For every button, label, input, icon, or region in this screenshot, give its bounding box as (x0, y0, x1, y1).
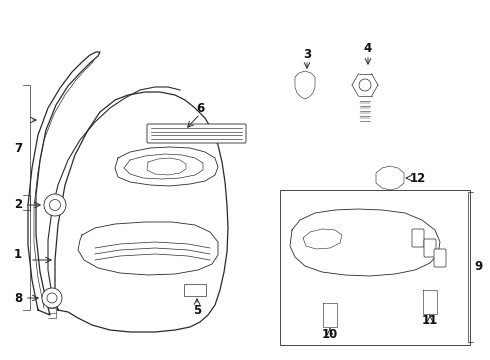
Circle shape (49, 199, 60, 211)
Bar (280, 190, 470, 345)
Bar (184, 284, 206, 296)
Text: 9: 9 (474, 261, 482, 274)
Text: 8: 8 (14, 292, 22, 305)
Text: 1: 1 (14, 248, 22, 261)
Text: 12: 12 (410, 171, 426, 184)
Text: 4: 4 (364, 41, 372, 54)
Circle shape (44, 194, 66, 216)
Text: 2: 2 (14, 198, 22, 211)
FancyBboxPatch shape (434, 249, 446, 267)
Polygon shape (295, 71, 315, 99)
Text: 6: 6 (196, 102, 204, 114)
Text: 7: 7 (14, 141, 22, 154)
FancyBboxPatch shape (424, 239, 436, 257)
FancyBboxPatch shape (147, 124, 246, 143)
FancyBboxPatch shape (412, 229, 424, 247)
Text: 10: 10 (322, 328, 338, 342)
Circle shape (359, 79, 371, 91)
Text: 11: 11 (422, 314, 438, 327)
Text: 5: 5 (193, 303, 201, 316)
Polygon shape (376, 166, 404, 190)
Circle shape (47, 293, 57, 303)
Circle shape (42, 288, 62, 308)
Text: 3: 3 (303, 49, 311, 62)
